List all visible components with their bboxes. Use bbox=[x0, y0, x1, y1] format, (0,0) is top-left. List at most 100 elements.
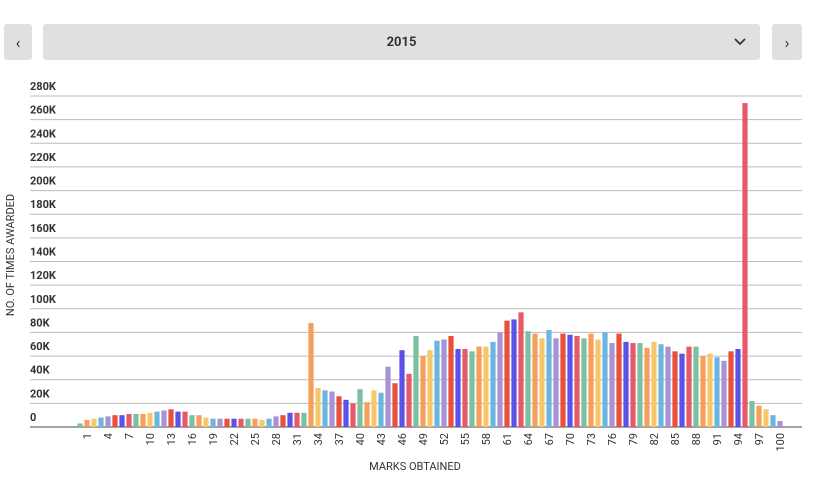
bar bbox=[665, 346, 671, 427]
bar bbox=[413, 335, 419, 427]
bar bbox=[406, 373, 412, 427]
bar bbox=[203, 417, 209, 427]
x-tick-label: 97 bbox=[753, 433, 766, 445]
bar bbox=[189, 415, 195, 427]
bar bbox=[693, 346, 699, 427]
x-tick-label: 10 bbox=[144, 433, 157, 445]
bar bbox=[427, 350, 433, 427]
bar bbox=[343, 399, 349, 427]
bar bbox=[777, 421, 783, 427]
bar bbox=[588, 333, 594, 427]
bar bbox=[336, 396, 342, 427]
bar bbox=[686, 346, 692, 427]
bar bbox=[301, 412, 307, 427]
bar bbox=[567, 334, 573, 427]
x-tick-label: 25 bbox=[249, 433, 262, 445]
bar bbox=[532, 333, 538, 427]
bar bbox=[126, 413, 132, 427]
x-tick-label: 55 bbox=[459, 433, 472, 445]
bar bbox=[511, 319, 517, 427]
bar bbox=[546, 330, 552, 427]
bar bbox=[595, 339, 601, 427]
y-tick-label: 200K bbox=[30, 175, 57, 188]
x-tick-label: 70 bbox=[564, 433, 577, 445]
year-dropdown[interactable]: 2015 bbox=[43, 24, 760, 60]
bar bbox=[490, 341, 496, 427]
bar bbox=[315, 387, 321, 427]
x-tick-label: 13 bbox=[165, 433, 178, 445]
year-value: 2015 bbox=[386, 34, 417, 50]
bar bbox=[329, 391, 335, 427]
bar bbox=[448, 335, 454, 427]
y-tick-label: 60K bbox=[30, 340, 51, 353]
bar bbox=[763, 409, 769, 427]
y-tick-label: 20K bbox=[30, 387, 51, 400]
prev-button[interactable]: ‹ bbox=[4, 24, 32, 60]
chevron bbox=[734, 38, 746, 46]
x-tick-label: 49 bbox=[417, 433, 430, 445]
bar bbox=[462, 348, 468, 427]
bar bbox=[252, 418, 258, 427]
bar bbox=[679, 353, 685, 427]
bar bbox=[644, 347, 650, 427]
bar bbox=[224, 418, 230, 427]
bar bbox=[560, 333, 566, 427]
x-tick-label: 58 bbox=[480, 433, 493, 445]
bar bbox=[672, 351, 678, 427]
bar bbox=[609, 343, 615, 427]
x-tick-label: 64 bbox=[522, 433, 535, 445]
bar bbox=[322, 390, 328, 427]
bar bbox=[623, 341, 629, 427]
x-tick-label: 16 bbox=[186, 433, 199, 445]
bar bbox=[308, 322, 314, 427]
x-tick-label: 82 bbox=[648, 433, 661, 445]
bar bbox=[476, 346, 482, 427]
bar bbox=[378, 392, 384, 427]
x-tick-label: 40 bbox=[354, 433, 367, 445]
y-tick-label: 160K bbox=[30, 222, 57, 235]
bar bbox=[161, 410, 167, 427]
bar bbox=[196, 415, 202, 427]
x-tick-label: 22 bbox=[228, 433, 241, 445]
bar bbox=[434, 340, 440, 427]
x-tick-label: 85 bbox=[669, 433, 682, 445]
bar bbox=[497, 332, 503, 427]
bar bbox=[357, 389, 363, 427]
x-tick-label: 37 bbox=[333, 433, 346, 445]
y-tick-label: 280K bbox=[30, 80, 57, 93]
bar bbox=[105, 416, 111, 427]
y-tick-label: 260K bbox=[30, 104, 57, 117]
bar bbox=[175, 411, 181, 427]
bar bbox=[637, 343, 643, 427]
bar bbox=[714, 357, 720, 427]
bar bbox=[455, 348, 461, 427]
bar bbox=[210, 418, 216, 427]
bar bbox=[147, 412, 153, 427]
bar bbox=[294, 412, 300, 427]
x-tick-label: 61 bbox=[501, 433, 514, 445]
bar bbox=[399, 350, 405, 427]
bar bbox=[385, 366, 391, 427]
x-tick-label: 76 bbox=[606, 433, 619, 445]
x-tick-label: 88 bbox=[690, 433, 703, 445]
bar bbox=[77, 423, 83, 427]
x-tick-label: 94 bbox=[732, 433, 745, 445]
bar bbox=[749, 400, 755, 427]
bar bbox=[182, 411, 188, 427]
bar bbox=[651, 341, 657, 427]
bar bbox=[140, 413, 146, 427]
bar bbox=[259, 419, 265, 427]
bar bbox=[441, 339, 447, 427]
bar bbox=[84, 419, 90, 427]
bar bbox=[630, 343, 636, 427]
x-tick-label: 67 bbox=[543, 433, 556, 445]
next-button[interactable]: › bbox=[772, 24, 802, 60]
bar bbox=[217, 418, 223, 427]
y-tick-label: 140K bbox=[30, 246, 57, 259]
x-tick-label: 4 bbox=[102, 433, 115, 439]
bar bbox=[602, 332, 608, 427]
x-tick-label: 31 bbox=[291, 433, 304, 445]
y-tick-label: 0 bbox=[30, 411, 36, 424]
